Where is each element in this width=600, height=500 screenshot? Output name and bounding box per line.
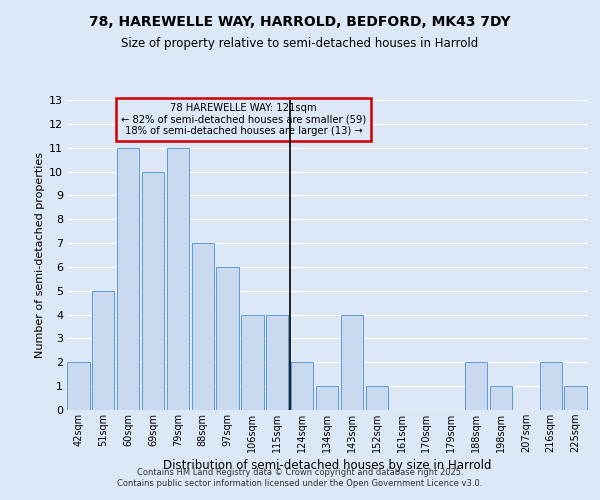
Bar xyxy=(117,148,139,410)
Bar xyxy=(316,386,338,410)
Text: Contains HM Land Registry data © Crown copyright and database right 2025.
Contai: Contains HM Land Registry data © Crown c… xyxy=(118,468,482,487)
Text: Size of property relative to semi-detached houses in Harrold: Size of property relative to semi-detach… xyxy=(121,38,479,51)
Bar xyxy=(465,362,487,410)
Bar xyxy=(365,386,388,410)
Bar xyxy=(291,362,313,410)
Bar xyxy=(191,243,214,410)
Bar xyxy=(167,148,189,410)
Bar xyxy=(539,362,562,410)
Bar xyxy=(266,314,289,410)
Bar xyxy=(67,362,89,410)
Bar xyxy=(217,267,239,410)
Y-axis label: Number of semi-detached properties: Number of semi-detached properties xyxy=(35,152,45,358)
Bar xyxy=(92,291,115,410)
Text: 78 HAREWELLE WAY: 121sqm
← 82% of semi-detached houses are smaller (59)
18% of s: 78 HAREWELLE WAY: 121sqm ← 82% of semi-d… xyxy=(121,103,366,136)
X-axis label: Distribution of semi-detached houses by size in Harrold: Distribution of semi-detached houses by … xyxy=(163,459,491,472)
Bar xyxy=(241,314,263,410)
Bar xyxy=(565,386,587,410)
Bar xyxy=(142,172,164,410)
Text: 78, HAREWELLE WAY, HARROLD, BEDFORD, MK43 7DY: 78, HAREWELLE WAY, HARROLD, BEDFORD, MK4… xyxy=(89,15,511,29)
Bar xyxy=(341,314,363,410)
Bar xyxy=(490,386,512,410)
